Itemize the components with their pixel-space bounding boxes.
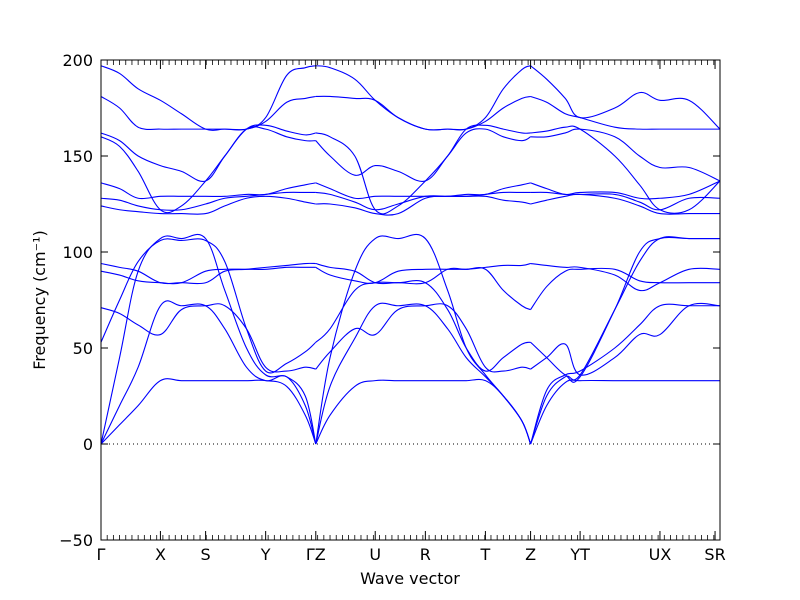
minor-ticks-layer [100,60,721,540]
band-line [530,262,721,292]
band-line [100,65,316,131]
y-tick-label: 0 [83,435,93,454]
band-line [315,128,531,182]
y-tick-label: 150 [62,147,93,166]
plot-area [101,60,720,540]
x-tick-label: Γ [97,545,106,564]
band-line [315,124,531,215]
x-tick-label: SR [704,545,725,564]
y-tick-label: 100 [62,243,93,262]
band-line [530,180,721,200]
band-line [100,262,316,285]
band-line [530,267,720,310]
band-line [530,302,721,376]
x-tick-label: X [155,545,166,564]
x-tick-label: YT [569,545,590,564]
band-lines-layer [100,65,721,445]
band-line [100,238,317,374]
x-tick-label: S [201,545,211,564]
band-line [530,65,721,130]
band-line [100,266,316,285]
band-line [530,191,721,211]
y-tick-label: 50 [73,339,93,358]
band-line [315,233,532,445]
band-line [315,280,531,372]
x-axis-label: Wave vector [360,569,460,588]
band-line [530,125,721,214]
band-line [315,191,531,211]
x-tick-label: Y [260,545,271,564]
y-tick-label: −50 [59,531,93,550]
band-line [315,182,531,200]
y-axis-label: Frequency (cm⁻¹) [30,230,49,369]
band-line [315,65,531,131]
x-tick-label: Z [525,545,536,564]
band-line [100,124,316,214]
band-line [530,236,720,383]
x-tick-label: U [369,545,381,564]
x-tick-label: R [420,545,431,564]
band-line [530,128,721,182]
band-line [100,191,316,211]
band-line [315,303,531,373]
plot-frame [100,59,721,541]
x-tick-label: T [480,545,491,564]
band-line [100,182,316,200]
band-line [530,95,720,130]
x-tick-label: UX [649,545,672,564]
y-axis-ticks: −50 0 50 100 150 200 [59,51,720,550]
band-line [530,193,720,215]
band-line [530,379,720,445]
band-line [100,303,316,373]
band-line [100,378,317,445]
band-line [100,233,317,445]
band-line [315,266,531,311]
y-tick-label: 200 [62,51,93,70]
band-line [100,95,316,131]
band-line [530,303,720,445]
x-axis-ticks: Γ X S Y ΓZ U R T Z YT UX SR [97,60,726,564]
band-line [100,195,316,215]
band-line [100,126,316,182]
band-line [315,262,531,285]
x-tick-label: ΓZ [306,545,326,564]
